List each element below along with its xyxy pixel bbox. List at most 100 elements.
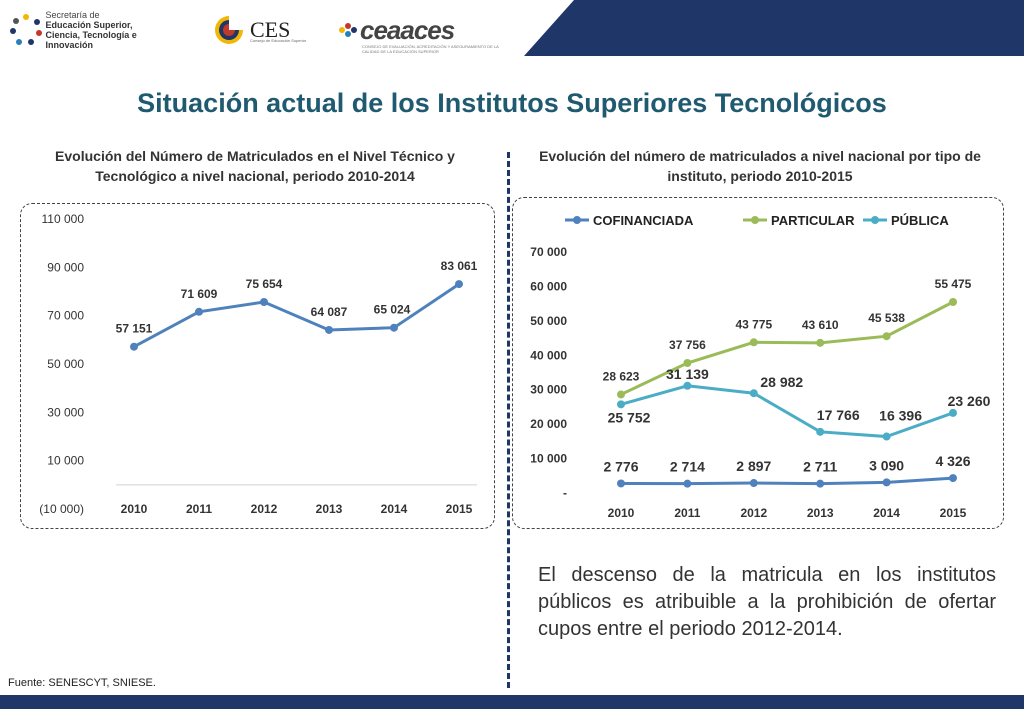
series-line-cofinanciada <box>620 476 954 486</box>
explanatory-note: El descenso de la matricula en los insti… <box>538 564 996 640</box>
data-label: 64 087 <box>311 305 348 319</box>
data-label: 2 711 <box>803 459 837 475</box>
data-label: 65 024 <box>374 303 411 317</box>
legend-label: COFINANCIADA <box>593 213 694 228</box>
legend-swatch-marker <box>573 216 581 224</box>
ces-logo-tagline: Consejo de Educación Superior <box>250 38 307 43</box>
ces-mark-icon <box>215 15 244 44</box>
data-label: 2 776 <box>603 458 638 474</box>
data-point <box>325 325 333 334</box>
data-label: 2 897 <box>736 458 771 474</box>
y-tick-label: 10 000 <box>47 454 84 468</box>
series-line-particular <box>620 300 954 396</box>
header-band <box>524 0 1024 56</box>
y-tick-label: 10 000 <box>530 452 567 466</box>
x-tick-label: 2013 <box>316 502 343 516</box>
data-point <box>816 427 825 436</box>
right-chart-subtitle: Evolución del número de matriculados a n… <box>539 148 981 184</box>
legend-label: PÚBLICA <box>891 213 949 228</box>
data-point <box>390 323 398 332</box>
data-point <box>749 389 758 398</box>
data-label: 28 623 <box>603 369 640 383</box>
data-point <box>749 479 758 488</box>
y-tick-label: 50 000 <box>47 357 84 371</box>
ceaaces-logo-tagline: CONSEJO DE EVALUACIÓN, ACREDITACIÓN Y AS… <box>362 44 499 54</box>
data-label: 23 260 <box>948 393 991 409</box>
data-label: 4 326 <box>935 453 970 469</box>
secretaria-dots-icon <box>10 14 42 46</box>
data-label: 45 538 <box>868 311 905 325</box>
x-tick-label: 2014 <box>381 502 408 516</box>
data-label: 71 609 <box>181 287 218 301</box>
y-tick-label: 90 000 <box>47 260 84 274</box>
data-point <box>816 479 825 488</box>
ces-logo: CES Consejo de Educación Superior <box>214 10 314 50</box>
y-tick-label: 70 000 <box>47 309 84 323</box>
y-tick-label: 30 000 <box>530 383 567 397</box>
data-point <box>617 390 625 399</box>
x-tick-label: 2012 <box>251 502 278 516</box>
data-label: 16 396 <box>879 408 922 424</box>
data-point <box>816 338 825 347</box>
secretaria-line3: Ciencia, Tecnología e Innovación <box>45 30 137 50</box>
footer-band <box>0 695 1024 709</box>
secretaria-line1: Secretaría de <box>45 10 100 20</box>
secretaria-logo-text: Secretaría de Educación Superior, Cienci… <box>45 10 180 50</box>
data-label: 31 139 <box>666 366 709 382</box>
data-point <box>617 400 625 409</box>
total-enrollment-chart: (10 000) 10 000 30 000 50 000 70 000 90 000 11… <box>39 212 478 516</box>
y-tick-label: (10 000) <box>39 502 84 516</box>
x-tick-label: 2010 <box>608 506 635 520</box>
section-divider <box>507 152 510 688</box>
x-tick-label: 2013 <box>807 506 834 520</box>
right-chart-panel: COFINANCIADA PARTICULAR PÚBLICA - 10 000 20 0… <box>512 197 1004 529</box>
data-point <box>683 479 692 488</box>
data-point <box>949 408 957 417</box>
ceaaces-logo-name: ceaaces <box>360 14 455 45</box>
data-label: 43 610 <box>802 318 839 332</box>
data-label: 43 775 <box>735 317 772 331</box>
x-tick-label: 2015 <box>940 506 967 520</box>
y-tick-label: 70 000 <box>530 245 567 259</box>
data-label: 17 766 <box>817 407 860 423</box>
ceaaces-logo: ceaaces CONSEJO DE EVALUACIÓN, ACREDITAC… <box>336 10 499 54</box>
x-tick-label: 2011 <box>186 502 212 516</box>
y-tick-label: 110 000 <box>42 212 85 226</box>
x-tick-label: 2012 <box>740 506 767 520</box>
legend-swatch-marker <box>871 216 879 224</box>
series-line-pública <box>620 384 954 439</box>
data-point <box>882 432 891 441</box>
header: Secretaría de Educación Superior, Cienci… <box>0 0 1024 56</box>
data-point <box>617 479 625 488</box>
data-label: 75 654 <box>246 277 283 291</box>
x-tick-label: 2015 <box>446 502 473 516</box>
y-tick-label: 50 000 <box>530 314 567 328</box>
y-tick-label: 30 000 <box>47 405 84 419</box>
data-label: 25 752 <box>608 409 651 425</box>
data-point <box>455 280 463 289</box>
data-point <box>949 298 957 307</box>
left-chart-panel: (10 000) 10 000 30 000 50 000 70 000 90 000 11… <box>20 203 495 529</box>
data-point <box>260 298 268 307</box>
source-note: Fuente: SENESCYT, SNIESE. <box>8 677 156 689</box>
data-point <box>130 342 138 351</box>
data-point <box>683 381 692 390</box>
legend-swatch-marker <box>751 216 759 224</box>
series-line-total <box>133 282 460 349</box>
x-tick-label: 2014 <box>873 506 900 520</box>
x-tick-label: 2011 <box>674 506 700 520</box>
data-point <box>195 307 203 316</box>
ces-logo-name: CES <box>250 17 291 42</box>
data-point <box>882 332 891 341</box>
x-tick-label: 2010 <box>121 502 148 516</box>
data-label: 57 151 <box>116 322 153 336</box>
data-point <box>882 478 891 487</box>
data-label: 3 090 <box>869 457 904 473</box>
data-label: 2 714 <box>670 459 705 475</box>
y-tick-label: 60 000 <box>530 279 567 293</box>
data-label: 83 061 <box>441 259 478 273</box>
y-tick-label: 40 000 <box>530 348 567 362</box>
y-tick-label: - <box>563 486 567 500</box>
y-tick-label: 20 000 <box>530 417 567 431</box>
legend-label: PARTICULAR <box>771 213 855 228</box>
